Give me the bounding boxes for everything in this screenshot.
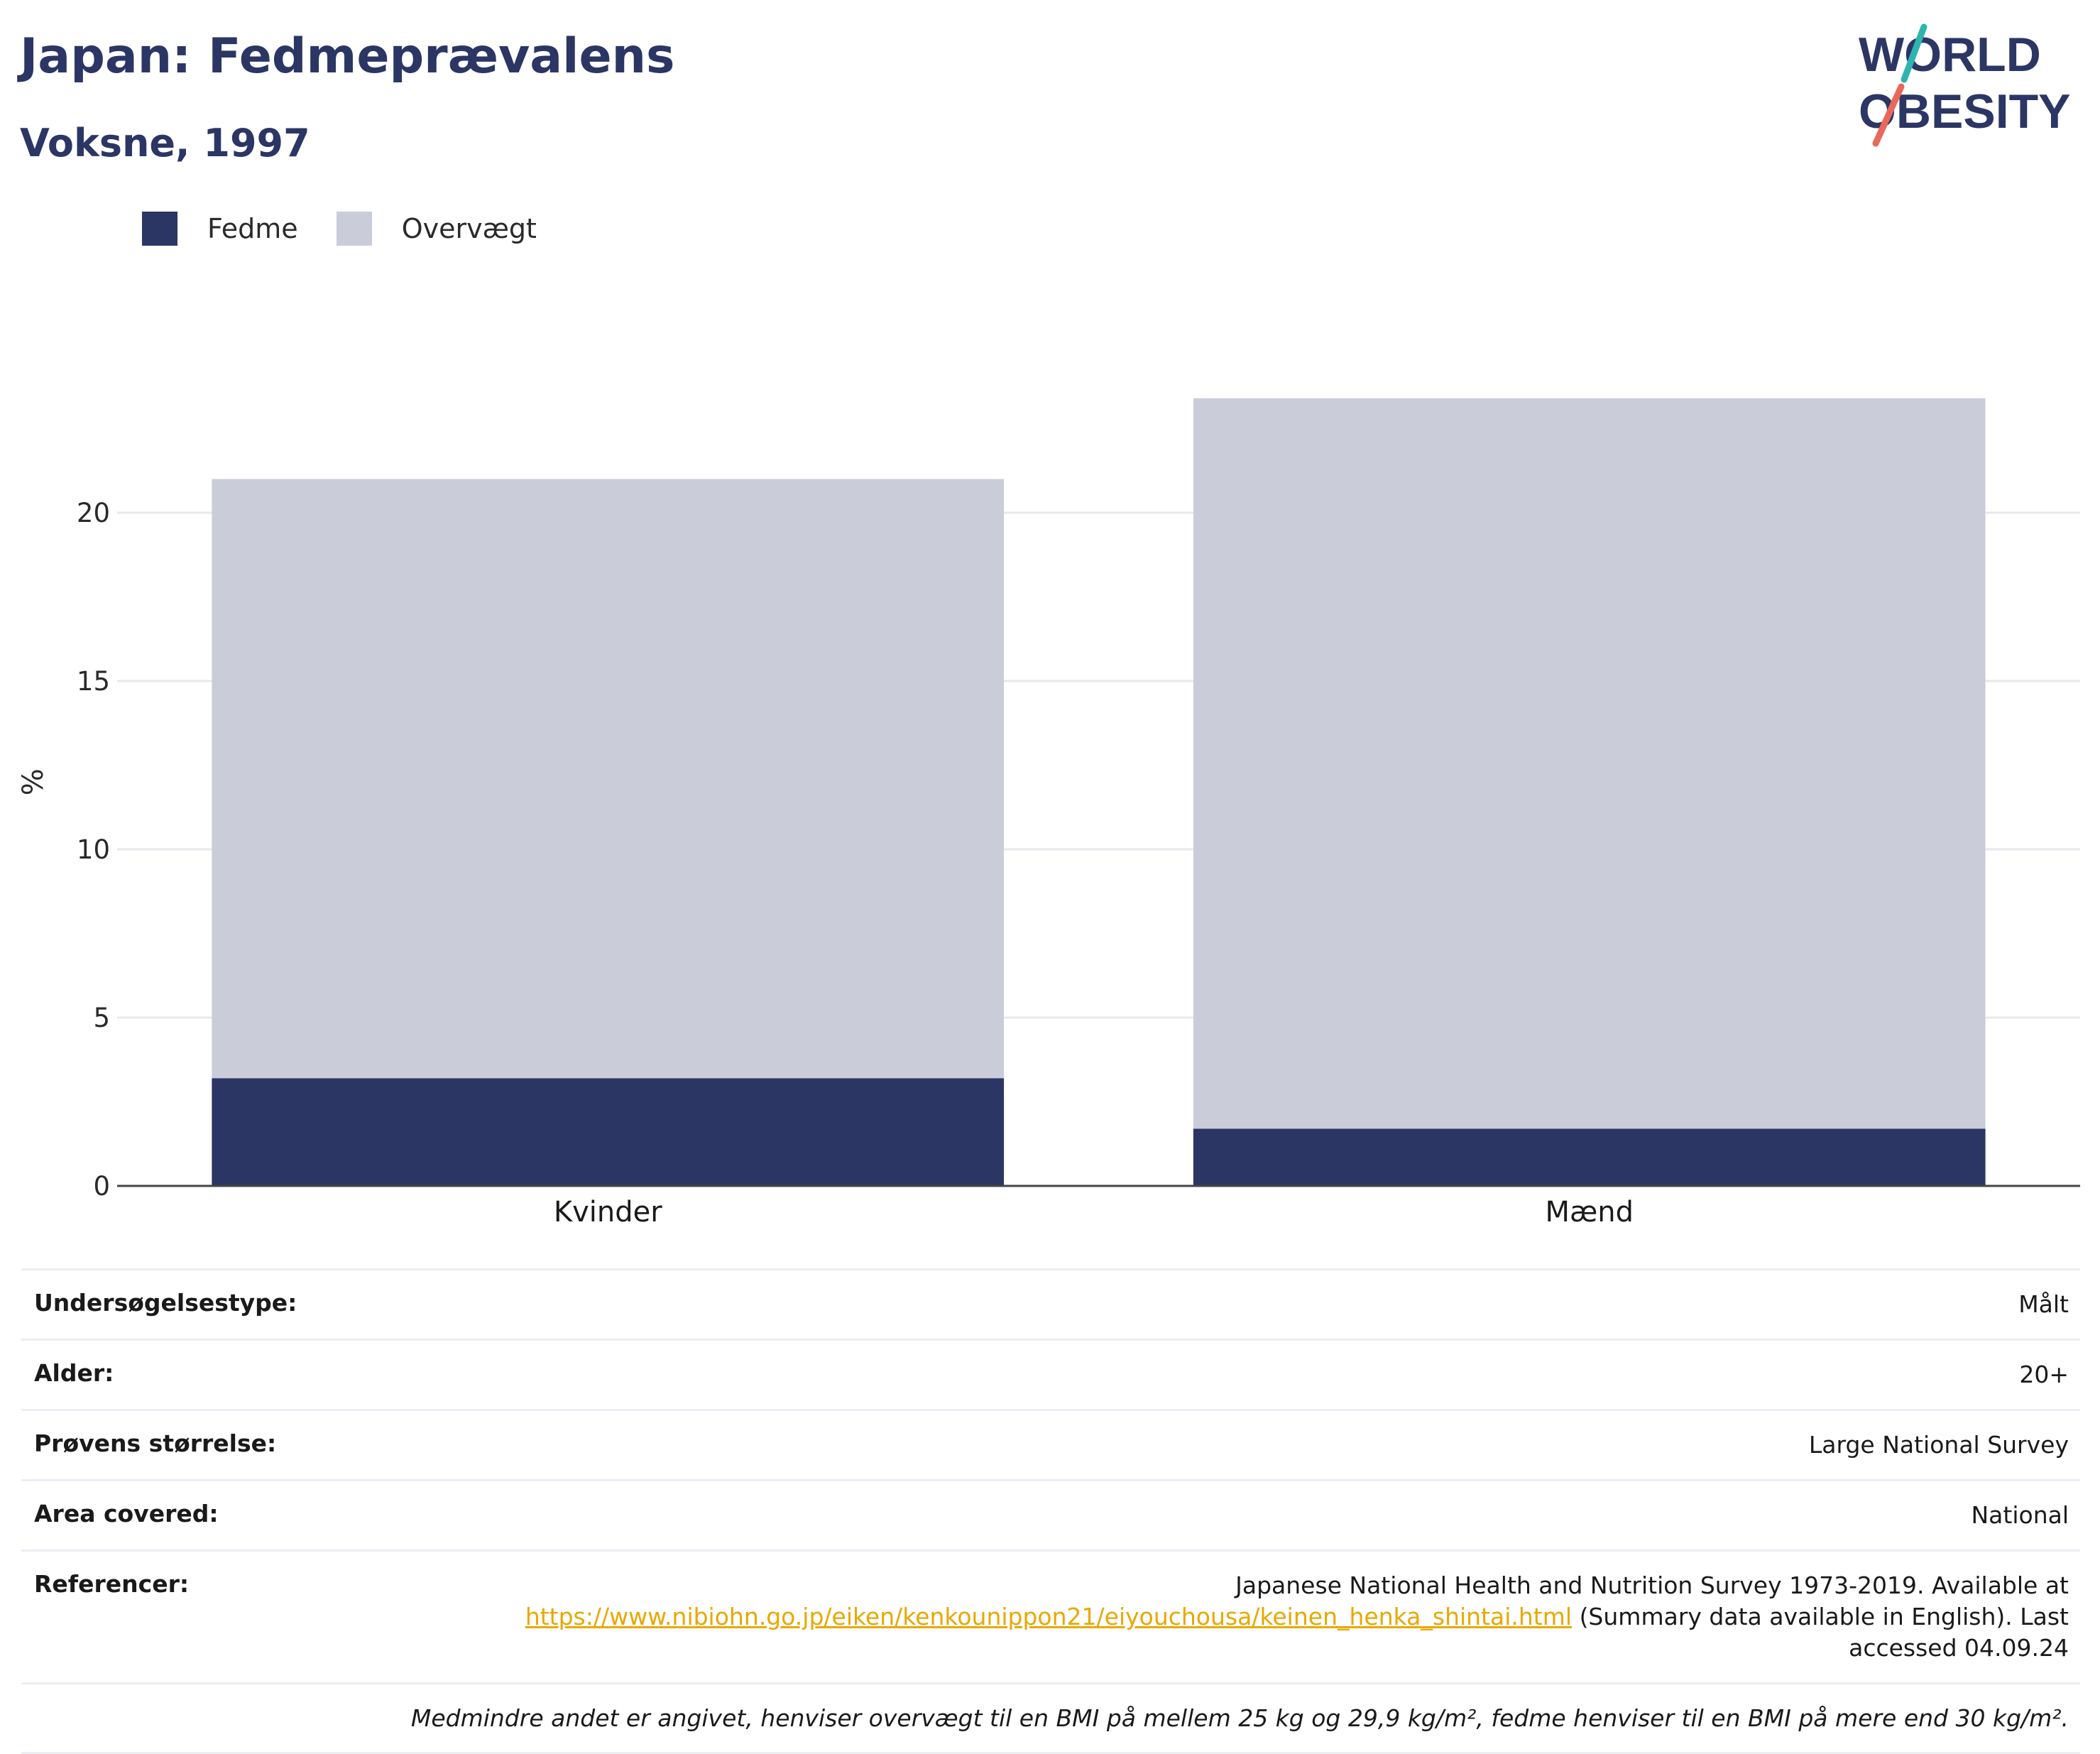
info-key: Undersøgelsestype: xyxy=(34,1289,297,1317)
info-row-survey-type: Undersøgelsestype: Målt xyxy=(21,1268,2080,1339)
legend-item-overvaegt[interactable]: Overvægt xyxy=(336,212,537,246)
info-row-age: Alder: 20+ xyxy=(21,1339,2080,1409)
bar-overv-gt-m-nd xyxy=(1193,398,1986,1129)
bar-fedme-m-nd xyxy=(1193,1128,1986,1186)
x-tick-label: Mænd xyxy=(1545,1196,1634,1229)
bar-chart: 0 5 10 15 20% Kvinder Mænd xyxy=(17,398,2080,1229)
y-tick-label: 5 xyxy=(93,1003,110,1033)
y-tick-label: 20 xyxy=(77,498,110,528)
y-axis-label: % xyxy=(17,768,50,795)
legend-label-overvaegt: Overvægt xyxy=(401,213,537,244)
references-text-after: (Summary data available in English). Las… xyxy=(1579,1603,2069,1662)
logo-slash-teal xyxy=(1901,23,1927,83)
y-tick-label: 10 xyxy=(77,834,110,865)
logo-text-obesity: OBESITY xyxy=(1859,85,2071,138)
bar-fedme-kvinder xyxy=(212,1078,1005,1186)
legend: Fedme Overvægt xyxy=(142,212,575,246)
chart-subtitle: Voksne, 1997 xyxy=(20,121,310,165)
info-table: Undersøgelsestype: Målt Alder: 20+ Prøve… xyxy=(21,1268,2080,1754)
info-value: Målt xyxy=(2018,1290,2069,1318)
info-value: National xyxy=(1971,1501,2069,1529)
x-tick-label: Kvinder xyxy=(554,1196,662,1229)
info-row-sample-size: Prøvens størrelse: Large National Survey xyxy=(21,1409,2080,1479)
references-link[interactable]: https://www.nibiohn.go.jp/eiken/kenkouni… xyxy=(525,1603,1573,1630)
info-key: Area covered: xyxy=(34,1500,219,1527)
legend-swatch-fedme xyxy=(142,212,177,246)
world-obesity-logo: WORLD OBESITY xyxy=(1859,23,2071,147)
info-value: Large National Survey xyxy=(1808,1431,2069,1459)
info-value: 20+ xyxy=(2019,1361,2069,1388)
legend-item-fedme[interactable]: Fedme xyxy=(142,212,298,246)
bar-overv-gt-kvinder xyxy=(212,479,1005,1079)
references-text-before: Japanese National Health and Nutrition S… xyxy=(1235,1571,2069,1599)
references-value: Japanese National Health and Nutrition S… xyxy=(507,1570,2069,1664)
chart-title: Japan: Fedmeprævalens xyxy=(20,28,675,85)
legend-swatch-overvaegt xyxy=(336,212,372,246)
definition-note: Medmindre andet er angivet, henviser ove… xyxy=(21,1682,2080,1754)
y-tick-label: 0 xyxy=(93,1171,110,1202)
legend-label-fedme: Fedme xyxy=(207,213,298,244)
info-key: Alder: xyxy=(34,1359,114,1387)
info-row-references: Referencer: Japanese National Health and… xyxy=(21,1549,2080,1682)
logo-text-world: WORLD xyxy=(1859,28,2041,82)
logo-slash-coral xyxy=(1872,83,1905,147)
info-key: Referencer: xyxy=(34,1570,190,1598)
info-key: Prøvens størrelse: xyxy=(34,1429,277,1457)
y-tick-label: 15 xyxy=(77,666,110,697)
info-row-area: Area covered: National xyxy=(21,1479,2080,1549)
